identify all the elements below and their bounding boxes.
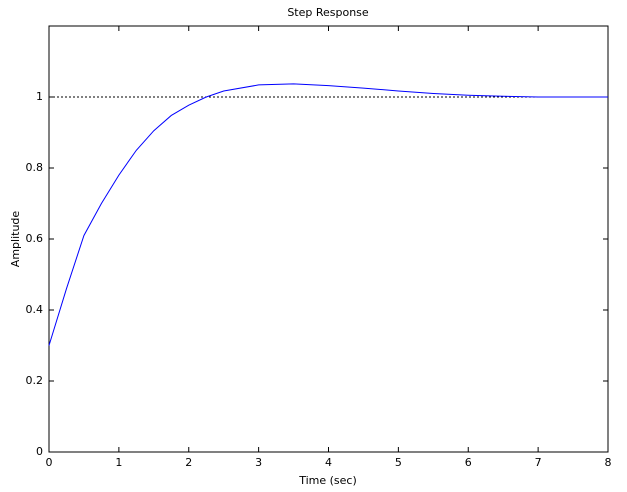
- plot-frame: [48, 25, 609, 453]
- y-tick-label: 0.6: [26, 232, 44, 245]
- response-line: [48, 83, 608, 346]
- x-axis-label: Time (sec): [298, 474, 357, 487]
- y-tick-label: 1: [36, 90, 43, 103]
- x-tick-label: 2: [185, 456, 192, 469]
- x-tick-label: 6: [465, 456, 472, 469]
- y-tick-label: 0.4: [26, 303, 44, 316]
- x-tick-label: 4: [325, 456, 332, 469]
- x-tick-label: 5: [395, 456, 402, 469]
- y-tick-label: 0.8: [26, 161, 44, 174]
- x-tick-label: 7: [535, 456, 542, 469]
- y-tick-label: 0.2: [26, 374, 44, 387]
- x-tick-label: 8: [605, 456, 612, 469]
- x-tick-label: 1: [115, 456, 122, 469]
- x-tick-label: 3: [255, 456, 262, 469]
- x-tick-label: 0: [46, 456, 53, 469]
- chart-title: Step Response: [287, 6, 369, 19]
- y-axis-label: Amplitude: [9, 211, 22, 268]
- y-tick-label: 0: [36, 445, 43, 458]
